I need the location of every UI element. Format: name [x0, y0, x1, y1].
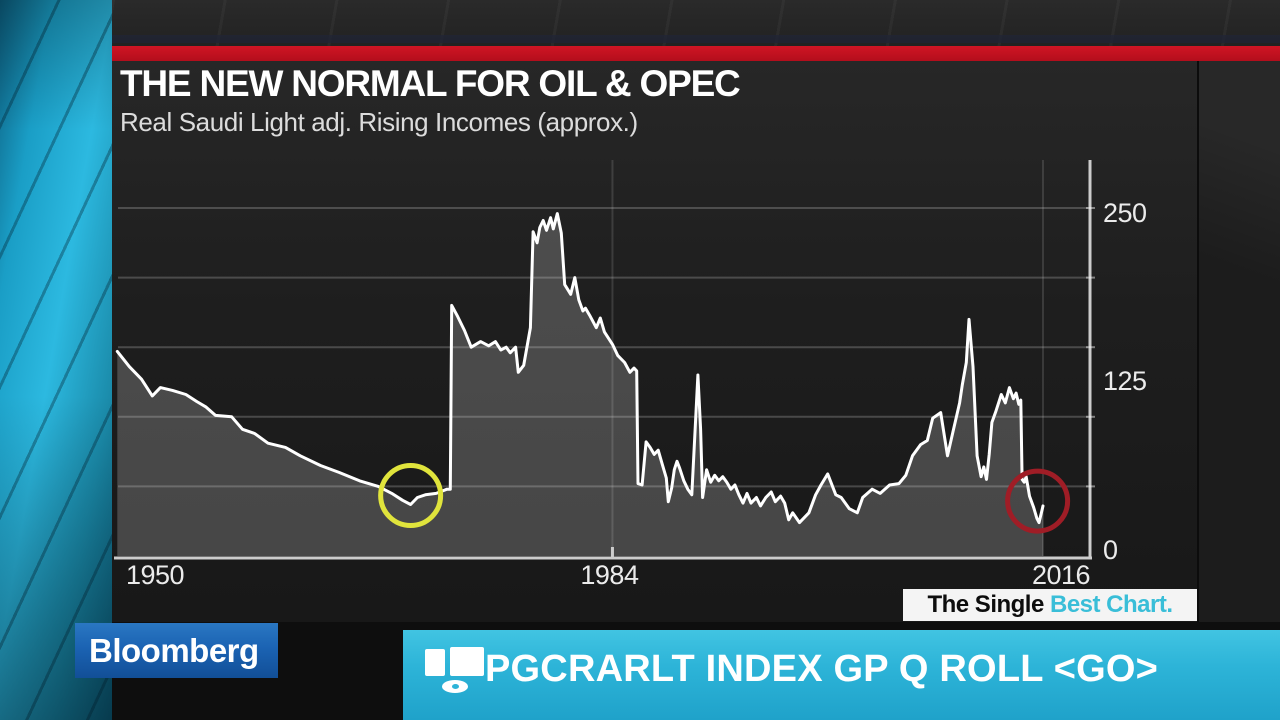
terminal-monitor-icon	[425, 646, 487, 694]
monitor-base-dot	[452, 684, 459, 689]
studio-wall-left	[0, 0, 112, 720]
chart-subtitle: Real Saudi Light adj. Rising Incomes (ap…	[120, 107, 638, 137]
single-best-chart-badge: The Single Best Chart.	[903, 589, 1197, 621]
studio-wall-top	[112, 0, 1280, 46]
x-axis-label-2016: 2016	[1031, 560, 1091, 590]
ticker-chyron: PGCRARLT INDEX GP Q ROLL <GO>	[403, 630, 1280, 720]
studio-wall-right	[1197, 46, 1280, 622]
x-axis-label-1984: 1984	[580, 560, 639, 590]
y-axis-label-250: 250	[1103, 197, 1147, 228]
bloomberg-logo: Bloomberg	[75, 623, 278, 678]
monitor-left-screen	[425, 649, 445, 676]
chyron-command-text: PGCRARLT INDEX GP Q ROLL <GO>	[485, 648, 1159, 690]
monitor-right-screen	[450, 647, 484, 676]
y-axis-label-125: 125	[1103, 366, 1147, 397]
chart-panel: THE NEW NORMAL FOR OIL & OPEC Real Saudi…	[112, 61, 1197, 622]
chart-title: THE NEW NORMAL FOR OIL & OPEC	[120, 63, 741, 104]
studio-wall-accent-band	[112, 35, 1280, 43]
x-axis-label-1950: 1950	[125, 560, 185, 590]
badge-prefix: The Single	[927, 591, 1050, 618]
y-axis-label-0: 0	[1103, 535, 1118, 565]
panel-top-red-bar	[112, 46, 1280, 61]
badge-highlight: Best Chart.	[1049, 591, 1173, 618]
